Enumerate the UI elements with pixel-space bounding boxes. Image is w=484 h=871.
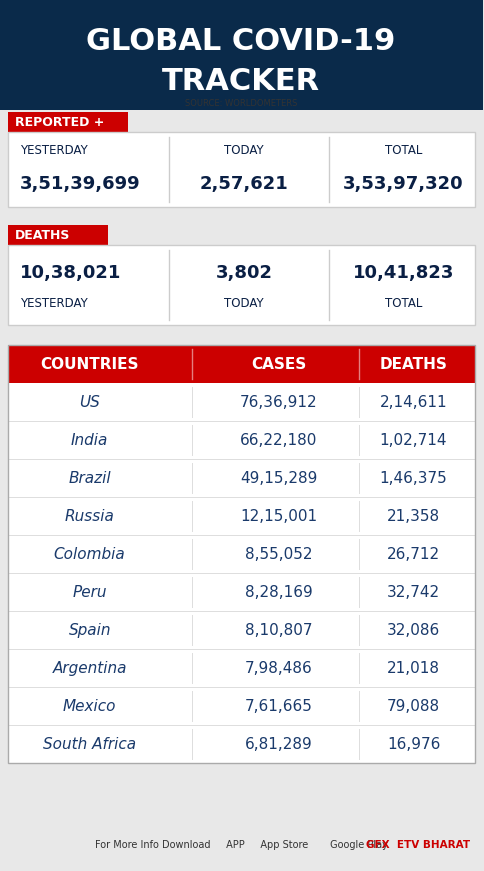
Text: TRACKER: TRACKER [162,67,319,97]
Text: SOURCE: WORLDOMETERS: SOURCE: WORLDOMETERS [184,98,297,107]
Text: DEATHS: DEATHS [379,356,447,372]
Bar [8,383,474,421]
Text: 79,088: 79,088 [386,699,439,713]
Text: 10,38,021: 10,38,021 [20,264,121,282]
Text: TOTAL: TOTAL [384,296,422,309]
Text: 32,742: 32,742 [386,584,439,599]
Text: 8,28,169: 8,28,169 [244,584,312,599]
Bar [8,421,474,459]
Text: Argentina: Argentina [52,660,127,676]
Text: US: US [79,395,100,409]
Text: DEATHS: DEATHS [15,228,70,241]
Bar [8,535,474,573]
Text: Spain: Spain [68,623,111,638]
Bar [0,0,483,110]
Text: 66,22,180: 66,22,180 [240,433,317,448]
Text: 10,41,823: 10,41,823 [352,264,454,282]
Text: Peru: Peru [72,584,106,599]
Text: 76,36,912: 76,36,912 [240,395,317,409]
Text: GFX  ETV BHARAT: GFX ETV BHARAT [366,840,469,850]
Text: 8,55,052: 8,55,052 [245,546,312,562]
Bar [8,725,474,763]
Text: Colombia: Colombia [54,546,125,562]
Text: 1,02,714: 1,02,714 [379,433,446,448]
Text: 32,086: 32,086 [386,623,439,638]
Text: 16,976: 16,976 [386,737,439,752]
Text: 3,802: 3,802 [215,264,272,282]
Text: Russia: Russia [65,509,114,523]
Text: 49,15,289: 49,15,289 [240,470,317,485]
Text: REPORTED +: REPORTED + [15,116,104,129]
Bar [8,649,474,687]
Bar [8,345,474,383]
Bar [8,132,474,207]
Text: Brazil: Brazil [68,470,111,485]
Text: Mexico: Mexico [63,699,116,713]
Text: For More Info Download    APP    App Store     Google Play: For More Info Download APP App Store Goo… [94,840,387,850]
Bar [8,573,474,611]
Bar [8,225,107,245]
Text: 21,358: 21,358 [386,509,439,523]
Bar [8,687,474,725]
Text: GLOBAL COVID-19: GLOBAL COVID-19 [86,28,395,57]
Text: COUNTRIES: COUNTRIES [40,356,138,372]
Text: 1,46,375: 1,46,375 [379,470,447,485]
Text: TODAY: TODAY [224,296,263,309]
Text: India: India [71,433,108,448]
Text: 21,018: 21,018 [386,660,439,676]
Bar [8,245,474,325]
Text: 7,61,665: 7,61,665 [244,699,312,713]
Text: YESTERDAY: YESTERDAY [20,296,88,309]
Text: 26,712: 26,712 [386,546,439,562]
Text: 7,98,486: 7,98,486 [244,660,312,676]
Text: 6,81,289: 6,81,289 [244,737,312,752]
Text: South Africa: South Africa [43,737,136,752]
Text: YESTERDAY: YESTERDAY [20,144,88,157]
Bar [8,611,474,649]
Bar [8,345,474,763]
Text: TOTAL: TOTAL [384,144,422,157]
Bar [8,112,127,132]
Text: 8,10,807: 8,10,807 [245,623,312,638]
Text: 12,15,001: 12,15,001 [240,509,317,523]
Text: 2,57,621: 2,57,621 [199,175,288,193]
Text: CASES: CASES [251,356,306,372]
Text: 2,14,611: 2,14,611 [379,395,446,409]
Text: 3,51,39,699: 3,51,39,699 [20,175,140,193]
Text: TODAY: TODAY [224,144,263,157]
Text: 3,53,97,320: 3,53,97,320 [343,175,463,193]
Bar [8,459,474,497]
Bar [8,497,474,535]
